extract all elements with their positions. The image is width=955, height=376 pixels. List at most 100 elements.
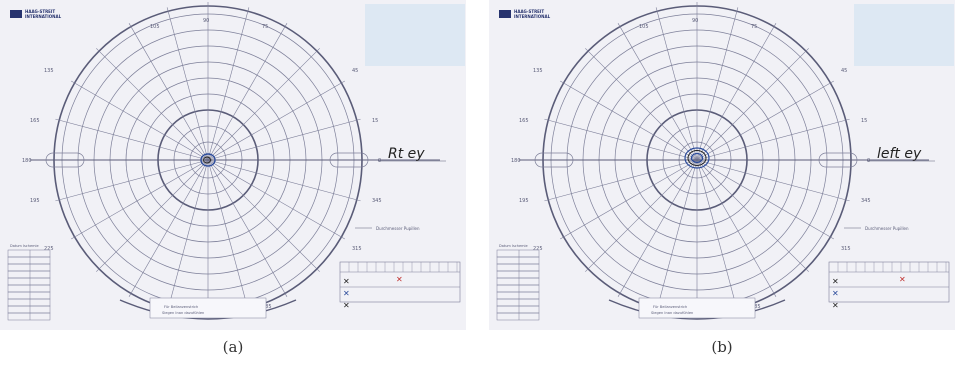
cross-mark: ✕ [832,277,839,286]
chart-sheet: 1059075135165180195225451503453152552702… [0,0,466,330]
meridian-line [560,80,698,161]
footer-arc [119,299,297,320]
scale-label: 75 [262,24,268,30]
meridian-line [544,159,698,202]
blind-spot-marker [329,152,369,168]
cross-mark: ✕ [343,289,350,298]
meridian-line [560,159,698,240]
chart-sheet: 1059075135165180195225451503453152552702… [489,0,955,330]
scale-label: 135 [533,68,543,74]
cross-mark: ✕ [899,275,906,284]
blind-spot-marker [534,152,574,168]
table-row [496,291,540,300]
meridian-line [696,159,809,272]
meridian-line [207,159,250,313]
meridian-line [696,23,777,161]
meridian-line [128,23,209,161]
table-row [7,284,51,293]
meridian-line [655,159,698,313]
meridian-line [128,159,209,297]
table-row [496,256,540,265]
blind-spot-marker [45,152,85,168]
footer-text: Für Beilanzenstrich [164,305,198,309]
scale-label: 345 [861,198,871,204]
scale-label: 45 [841,68,847,74]
scale-label: 15 [372,118,378,124]
scale-label: 90 [692,18,698,24]
handwritten-note: left ey [877,146,922,162]
cross-mark: ✕ [832,301,839,310]
table-row [496,312,540,321]
logo-text: HAAG-STREIT [25,9,55,14]
caption-b: (b) [711,338,733,356]
perimetry-grid: 1059075135165180195225451503453152552702… [496,2,954,321]
label-sticker [365,4,465,66]
cross-mark: ✕ [396,275,403,284]
scale-label: 105 [639,24,649,30]
stimulus-table: Datum Ischemie [496,244,540,321]
scale-label: 45 [352,68,358,74]
scale-label: 195 [519,198,529,204]
scale-label: 135 [44,68,54,74]
stimulus-table: Datum Ischemie [7,244,51,321]
meridian-line [696,118,850,161]
meridian-line [96,48,209,161]
meridian-line [207,159,288,297]
blind-spot-marker [818,152,858,168]
meridian-line [696,80,834,161]
results-frame [828,261,950,303]
scale-label: 225 [44,246,54,252]
meridian-line [696,7,739,161]
logo-icon [499,10,511,18]
footer-text: Für Beilanzenstrich [653,305,687,309]
table-row [496,277,540,286]
meridian-line [166,7,209,161]
table-title: Datum Ischemie [499,244,528,248]
plotted-isopter [200,153,216,167]
scale-label: 285 [751,304,761,310]
pupil-diameter-label: Durchmesser Pupillen [865,226,909,231]
footer-text: Siegen Inan dazufühlen [162,311,204,315]
meridian-line [207,159,320,272]
meridian-line [696,159,777,297]
meridian-line [696,159,739,313]
handwritten-note: Rt ey [388,146,425,162]
scale-label: 180 [511,158,521,164]
meridian-line [55,159,209,202]
plotted-isopter [684,147,710,169]
footer-box [149,297,267,319]
isopter-curve [684,147,710,169]
meridian-line [207,159,361,202]
scale-label: 165 [30,118,40,124]
isopter-curve [203,156,211,164]
table-row [7,270,51,279]
meridian-line [696,159,850,202]
meridian-line [544,118,698,161]
meridian-line [655,7,698,161]
pupil-diameter-label: Durchmesser Pupillen [376,226,420,231]
grid-group: 1059075135165180195225451503453152552702… [496,2,954,321]
scale-label: 165 [519,118,529,124]
table-title: Datum Ischemie [10,244,39,248]
meridian-line [585,48,698,161]
meridian-line [617,159,698,297]
logo-text: HAAG-STREIT [514,9,544,14]
meridian-line [207,7,250,161]
results-table: ✕ ✕ ✕ ✕ [339,261,461,310]
cross-mark: ✕ [832,289,839,298]
table-row [496,298,540,307]
table-row [7,291,51,300]
meridian-line [207,48,320,161]
meridian-line [55,118,209,161]
scale-label: 315 [841,246,851,252]
isopter-curve [690,152,704,164]
scale-label: 180 [22,158,32,164]
results-frame [339,261,461,303]
scale-label: 105 [150,24,160,30]
meridian-line [207,80,345,161]
table-row [496,284,540,293]
meridian-line [207,118,361,161]
label-sticker [854,4,954,66]
meridian-line [696,159,834,240]
isopter-curve [687,150,707,166]
